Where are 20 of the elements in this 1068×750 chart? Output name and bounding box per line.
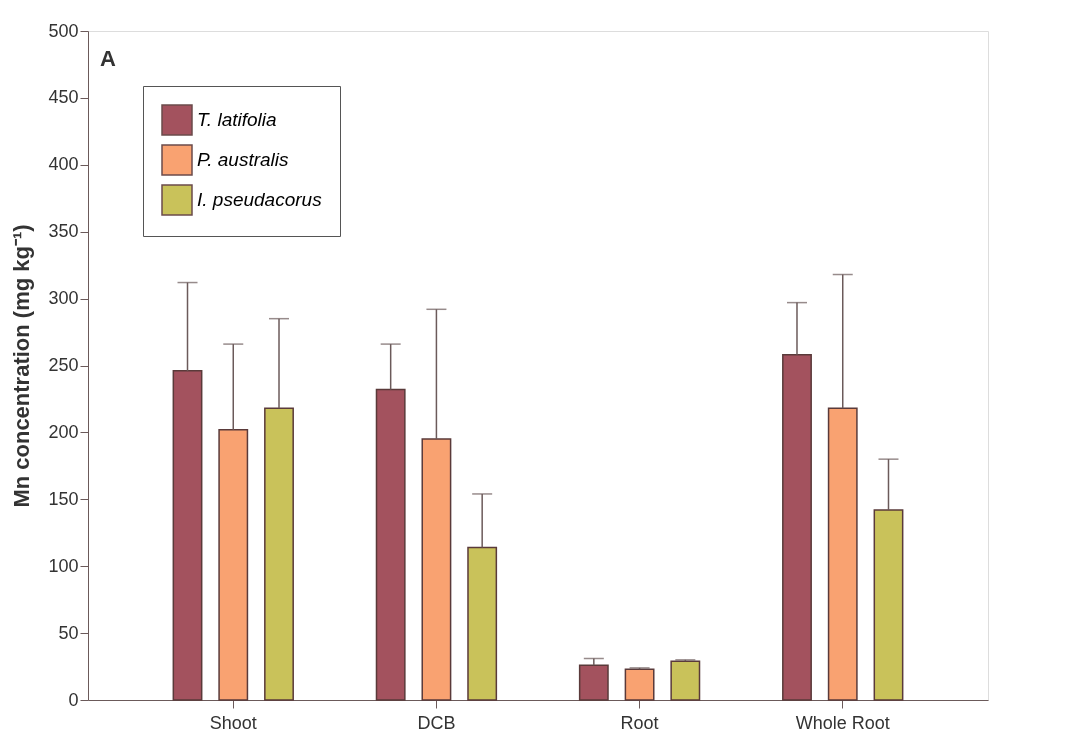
y-tick-label: 0 bbox=[68, 689, 79, 710]
y-tick-label: 450 bbox=[48, 87, 79, 108]
y-axis-title: Mn concentration (mg kg⁻¹) bbox=[9, 224, 35, 508]
x-tick-label: Root bbox=[620, 712, 659, 733]
legend-label: P. australis bbox=[197, 149, 290, 170]
legend-label: I. pseudacorus bbox=[197, 189, 323, 210]
y-tick-label: 400 bbox=[48, 154, 79, 175]
x-tick-label: DCB bbox=[417, 712, 456, 733]
y-tick-label: 500 bbox=[48, 20, 79, 41]
x-tick-label: Shoot bbox=[209, 712, 257, 733]
y-tick-label: 200 bbox=[48, 421, 79, 442]
y-tick-label: 150 bbox=[48, 488, 79, 509]
y-tick-label: 250 bbox=[48, 355, 79, 375]
y-tick-label: 100 bbox=[48, 555, 79, 576]
y-tick-label: 50 bbox=[58, 622, 79, 643]
y-tick-label: 350 bbox=[48, 221, 79, 242]
x-tick-label: Whole Root bbox=[795, 712, 890, 733]
y-tick-label: 300 bbox=[48, 288, 79, 309]
legend-label: T. latifolia bbox=[197, 109, 277, 130]
annotation: A bbox=[100, 46, 116, 71]
